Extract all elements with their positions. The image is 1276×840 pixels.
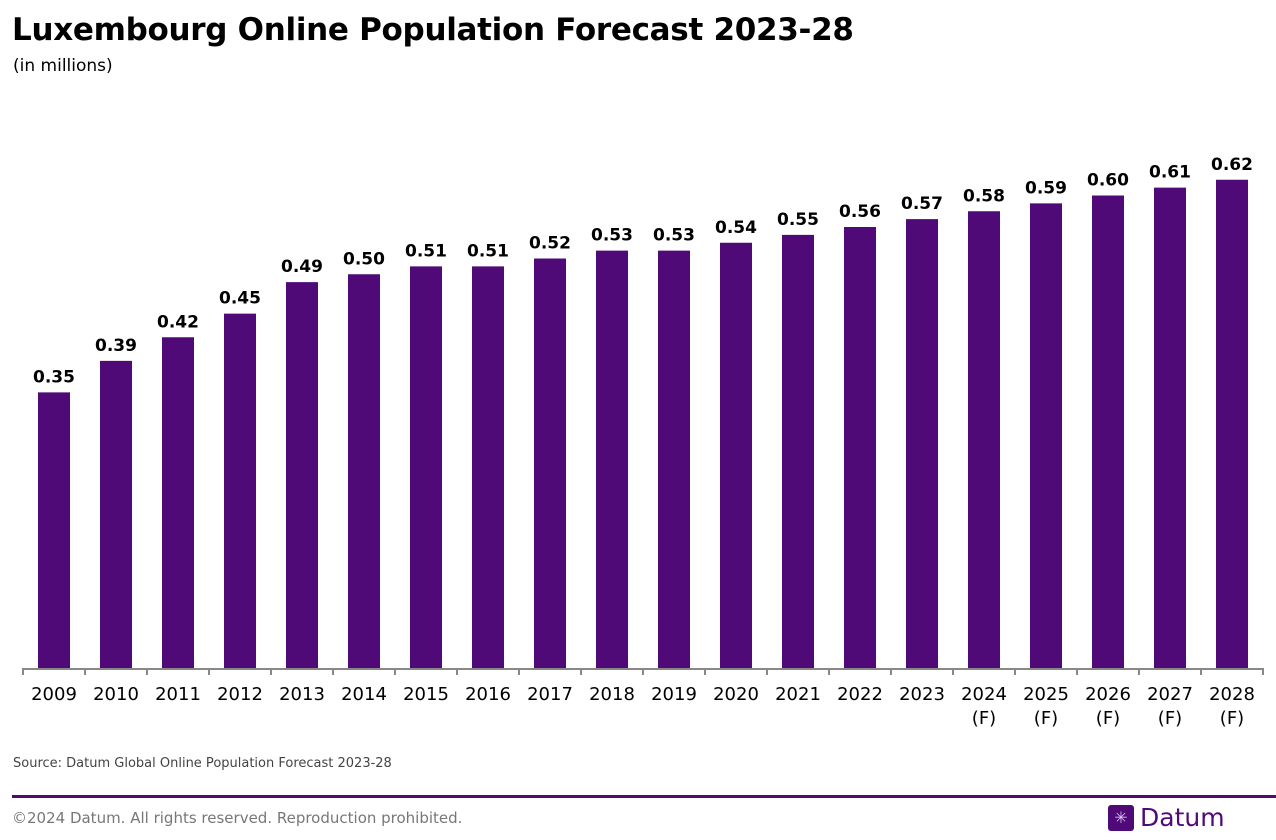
data-label: 0.39 [95,336,137,356]
x-tick-label: 2012 [217,684,263,705]
data-label: 0.35 [33,367,75,387]
bar [906,219,938,668]
x-tick-label: 2016 [465,684,511,705]
bar [968,211,1000,668]
x-tick-label: 2021 [775,684,821,705]
bar [534,258,566,668]
bar [720,242,752,668]
x-tick-label: 2009 [31,684,77,705]
x-tick-label: 2013 [279,684,325,705]
footer-divider [12,795,1276,798]
bar [782,234,814,668]
chart-subtitle: (in millions) [13,56,113,76]
data-label: 0.51 [467,241,509,261]
x-tick-label: 2026 (F) [1085,684,1131,729]
bar [162,337,194,668]
data-label: 0.53 [591,226,633,246]
data-label: 0.53 [653,226,695,246]
x-tick-label: 2011 [155,684,201,705]
x-tick-label: 2017 [527,684,573,705]
data-label: 0.45 [219,289,261,309]
data-label: 0.58 [963,186,1005,206]
copyright-text: ©2024 Datum. All rights reserved. Reprod… [12,809,463,827]
chart-title: Luxembourg Online Population Forecast 20… [12,12,854,48]
x-tick-label: 2020 [713,684,759,705]
bar [1030,203,1062,668]
bar [1216,179,1248,668]
data-label: 0.54 [715,218,757,238]
x-tick-label: 2018 [589,684,635,705]
logo-text: Datum [1140,803,1225,832]
bar [596,250,628,668]
x-tick-label: 2010 [93,684,139,705]
bar [1154,187,1186,668]
source-note: Source: Datum Global Online Population F… [13,756,392,771]
data-label: 0.51 [405,241,447,261]
x-tick-label: 2027 (F) [1147,684,1193,729]
bar [38,392,70,668]
bar [224,313,256,668]
bar [472,266,504,668]
bar [286,282,318,668]
data-label: 0.50 [343,249,385,269]
bar [1092,195,1124,668]
data-label: 0.59 [1025,178,1067,198]
globe-grid-icon: ✳ [1108,804,1134,831]
data-label: 0.60 [1087,171,1129,191]
data-label: 0.52 [529,234,571,254]
data-label: 0.42 [157,312,199,332]
data-label: 0.61 [1149,163,1191,183]
bar [348,274,380,668]
bar [658,250,690,668]
data-label: 0.49 [281,257,323,277]
x-tick-label: 2025 (F) [1023,684,1069,729]
data-label: 0.62 [1211,155,1253,175]
bar [100,360,132,668]
x-tick-label: 2015 [403,684,449,705]
x-tick-label: 2019 [651,684,697,705]
data-label: 0.57 [901,194,943,214]
bar [844,227,876,668]
x-tick-label: 2014 [341,684,387,705]
x-tick-label: 2028 (F) [1209,684,1255,729]
data-label: 0.56 [839,202,881,222]
x-tick-label: 2023 [899,684,945,705]
datum-logo: ✳ Datum [1108,803,1225,832]
data-label: 0.55 [777,210,819,230]
x-tick-label: 2024 (F) [961,684,1007,729]
x-tick-label: 2022 [837,684,883,705]
bar-chart: 0.35 2009 0.39 2010 0.42 2011 0.45 2012 0.49 2013… [22,155,1264,729]
bar [410,266,442,668]
